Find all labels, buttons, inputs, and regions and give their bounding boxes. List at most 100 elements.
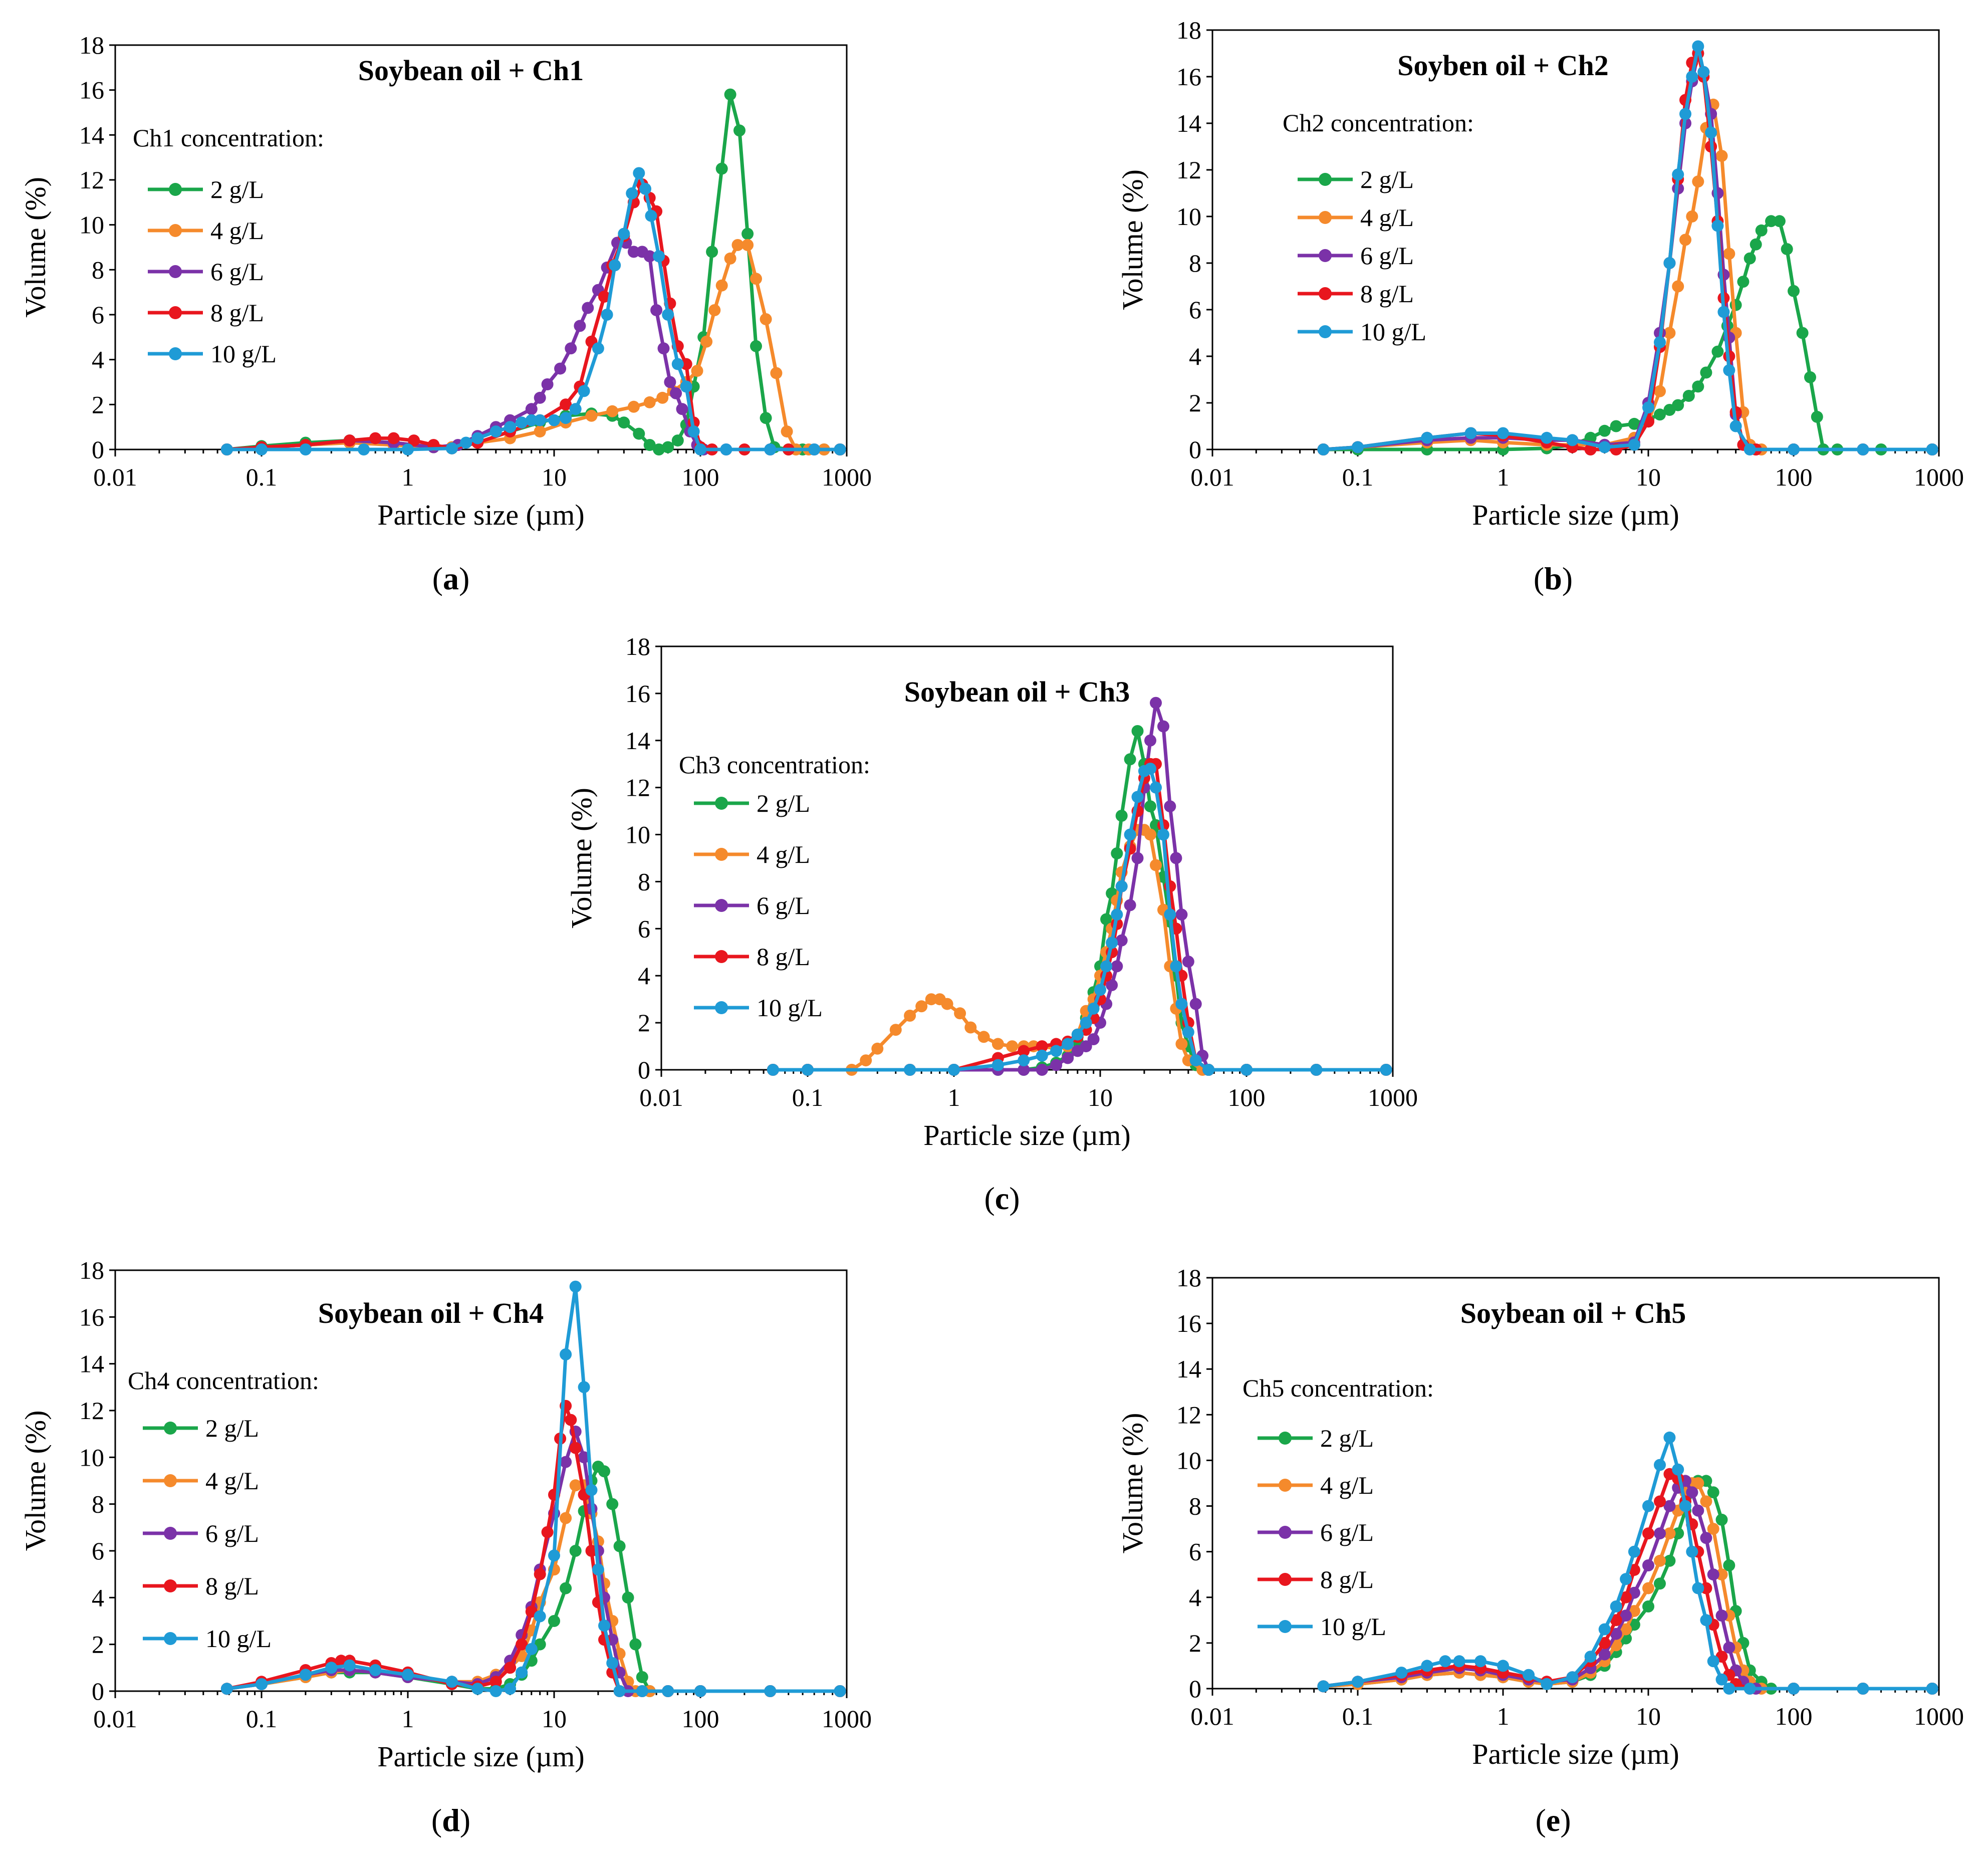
data-point: [1715, 150, 1728, 162]
data-point: [694, 1685, 706, 1697]
data-point: [541, 378, 554, 390]
data-point: [1628, 417, 1640, 430]
y-tick-label: 16: [79, 1303, 104, 1331]
x-tick-label: 100: [1775, 1702, 1813, 1730]
data-point: [670, 387, 682, 399]
data-point: [1697, 66, 1710, 78]
data-point: [1711, 219, 1724, 232]
data-point: [1111, 960, 1123, 973]
data-point: [585, 1484, 598, 1496]
data-point: [585, 1545, 598, 1557]
data-point: [1926, 443, 1938, 455]
caption-b: (b): [1533, 561, 1573, 596]
data-point: [1729, 420, 1742, 432]
data-point: [653, 443, 665, 455]
data-point: [578, 1451, 590, 1464]
series-2-g-L: [1317, 1475, 1938, 1695]
legend-label: 8 g/L: [1320, 1565, 1374, 1593]
data-point: [1686, 1486, 1698, 1499]
series-10-g-L: [220, 167, 846, 455]
data-point: [1723, 1642, 1735, 1654]
y-axis-title: Volume (%): [19, 1411, 52, 1551]
data-point: [1464, 427, 1477, 439]
data-point: [1598, 1623, 1611, 1636]
data-point: [569, 1280, 582, 1293]
data-point: [1421, 431, 1433, 444]
legend-swatch-marker: [169, 265, 182, 278]
data-point: [1164, 908, 1176, 921]
x-tick-label: 10: [1636, 1702, 1661, 1730]
data-point: [1352, 441, 1364, 453]
legend-title: Ch2 concentration:: [1283, 109, 1474, 137]
data-point: [1497, 427, 1509, 439]
legend-swatch-marker: [169, 306, 182, 319]
legend-label: 6 g/L: [210, 258, 264, 286]
data-point: [1317, 1680, 1330, 1693]
data-point: [1620, 1573, 1632, 1585]
series-line: [1323, 1479, 1932, 1691]
data-point: [489, 425, 502, 438]
x-tick-label: 10: [542, 1705, 567, 1733]
data-point: [1240, 1064, 1253, 1076]
data-point: [1700, 1495, 1712, 1508]
legend-label: 6 g/L: [205, 1519, 259, 1547]
legend-label: 4 g/L: [1320, 1471, 1374, 1499]
data-point: [715, 279, 728, 292]
data-point: [1115, 810, 1128, 822]
data-point: [1715, 1568, 1728, 1581]
data-point: [592, 342, 604, 355]
series-4-g-L: [1317, 98, 1938, 455]
data-point: [708, 304, 721, 316]
data-point: [1705, 126, 1717, 139]
y-tick-label: 8: [1189, 1492, 1201, 1520]
y-tick-label: 18: [1176, 16, 1201, 44]
series-line: [1323, 45, 1932, 451]
data-point: [904, 1010, 916, 1022]
data-point: [639, 182, 651, 195]
legend-swatch-marker: [164, 1422, 177, 1435]
data-point: [1115, 880, 1128, 892]
data-point: [964, 1021, 977, 1034]
data-point: [343, 434, 356, 447]
data-point: [1663, 327, 1676, 339]
legend-swatch-marker: [1279, 1479, 1292, 1492]
data-point: [299, 1669, 312, 1681]
data-point: [358, 443, 370, 455]
y-tick-label: 0: [1189, 435, 1201, 463]
x-tick-label: 10: [1636, 463, 1661, 491]
data-point: [489, 1676, 502, 1688]
data-point: [1175, 1038, 1188, 1050]
y-tick-label: 16: [1176, 63, 1201, 91]
data-point: [1628, 1545, 1640, 1558]
data-point: [613, 1685, 626, 1697]
data-point: [1781, 243, 1793, 256]
data-point: [636, 1685, 648, 1697]
data-point: [1686, 210, 1698, 222]
y-tick-label: 2: [92, 1631, 104, 1659]
data-point: [1663, 1431, 1676, 1444]
data-point: [764, 1685, 777, 1697]
legend-swatch-marker: [1319, 249, 1332, 262]
data-point: [664, 376, 676, 388]
data-point: [1080, 1040, 1092, 1053]
data-point: [343, 1659, 356, 1672]
data-point: [1050, 1059, 1063, 1071]
legend-swatch-marker: [1319, 287, 1332, 300]
data-point: [525, 414, 538, 426]
x-tick-label: 1: [1497, 463, 1510, 491]
data-point: [609, 259, 621, 272]
data-point: [802, 1064, 814, 1076]
data-point: [1723, 1559, 1735, 1571]
data-point: [904, 1064, 916, 1076]
data-point: [325, 1662, 338, 1674]
data-point: [578, 385, 590, 397]
data-point: [574, 320, 586, 332]
chart-svg-c: 0 2 4 6 8 10 12 14 16 18 0.01 0.1 1 10 100 1000 Particle…: [565, 632, 1418, 1151]
data-point: [1707, 1486, 1719, 1499]
data-point: [1711, 345, 1724, 358]
y-tick-label: 10: [79, 1443, 104, 1471]
data-point: [1087, 1002, 1100, 1015]
data-point: [1439, 1655, 1451, 1668]
data-point: [1692, 1477, 1704, 1489]
legend-swatch-marker: [169, 224, 182, 237]
